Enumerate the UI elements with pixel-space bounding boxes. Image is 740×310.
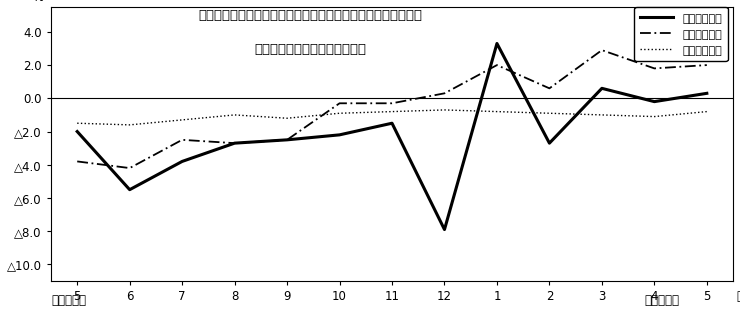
常用雇用指数: [440, 108, 449, 112]
常用雇用指数: [73, 121, 81, 125]
総実労働時間: [388, 101, 397, 105]
総実労働時間: [493, 63, 502, 67]
総実労働時間: [125, 166, 134, 170]
総実労働時間: [335, 101, 344, 105]
Line: 現金給与総額: 現金給与総額: [77, 43, 707, 229]
常用雇用指数: [493, 110, 502, 113]
現金給与総額: [650, 100, 659, 104]
Text: %: %: [33, 0, 44, 4]
常用雇用指数: [545, 111, 554, 115]
総実労働時間: [650, 67, 659, 70]
Line: 総実労働時間: 総実労働時間: [77, 50, 707, 168]
現金給与総額: [388, 121, 397, 125]
現金給与総額: [125, 188, 134, 192]
現金給与総額: [335, 133, 344, 137]
現金給与総額: [597, 86, 606, 90]
現金給与総額: [73, 130, 81, 133]
Legend: 現金給与総額, 総実労働時間, 常用雇用指数: 現金給与総額, 総実労働時間, 常用雇用指数: [634, 7, 727, 61]
常用雇用指数: [335, 111, 344, 115]
総実労働時間: [230, 141, 239, 145]
総実労働時間: [597, 48, 606, 52]
総実労働時間: [702, 63, 711, 67]
総実労働時間: [283, 138, 292, 142]
Text: 月: 月: [737, 290, 740, 303]
現金給与総額: [493, 42, 502, 45]
Line: 常用雇用指数: 常用雇用指数: [77, 110, 707, 125]
現金給与総額: [440, 228, 449, 231]
総実労働時間: [73, 160, 81, 163]
常用雇用指数: [650, 115, 659, 118]
総実労働時間: [440, 91, 449, 95]
現金給与総額: [178, 160, 186, 163]
総実労働時間: [545, 86, 554, 90]
常用雇用指数: [702, 110, 711, 113]
常用雇用指数: [230, 113, 239, 117]
現金給与総額: [230, 141, 239, 145]
常用雇用指数: [125, 123, 134, 127]
総実労働時間: [178, 138, 186, 142]
現金給与総額: [283, 138, 292, 142]
Text: 平成２２年: 平成２２年: [645, 294, 679, 307]
Text: 第４図　賃金、労働時間、常用雇用指数　対前年同月比の推移: 第４図 賃金、労働時間、常用雇用指数 対前年同月比の推移: [199, 9, 423, 22]
常用雇用指数: [388, 110, 397, 113]
現金給与総額: [545, 141, 554, 145]
常用雇用指数: [283, 116, 292, 120]
常用雇用指数: [178, 118, 186, 122]
常用雇用指数: [597, 113, 606, 117]
現金給与総額: [702, 91, 711, 95]
Text: 平成２１年: 平成２１年: [51, 294, 86, 307]
Text: （規模５人以上　調査産業計）: （規模５人以上 調査産業計）: [255, 43, 367, 56]
